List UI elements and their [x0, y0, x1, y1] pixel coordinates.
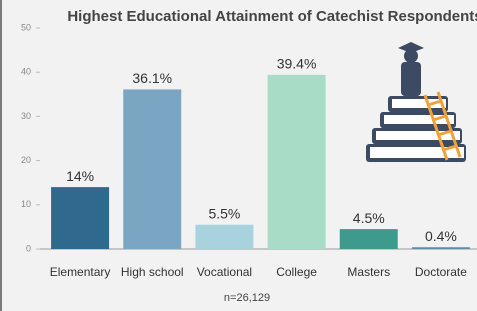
value-label: 5.5%: [208, 205, 240, 221]
bar: [51, 187, 109, 249]
value-label: 39.4%: [277, 56, 317, 72]
y-tick-label: 30: [21, 111, 31, 121]
annotation: n=26,129: [224, 292, 270, 304]
x-tick-label: Doctorate: [415, 265, 467, 279]
value-label: 0.4%: [425, 228, 457, 244]
y-tick-label: 40: [21, 67, 31, 77]
chart-title: Highest Educational Attainment of Catech…: [67, 8, 477, 25]
value-label: 4.5%: [353, 210, 385, 226]
bar: [340, 229, 398, 249]
bar: [268, 75, 326, 249]
y-tick-label: 10: [21, 199, 31, 209]
x-tick-label: Vocational: [197, 265, 252, 279]
y-tick-label: 50: [21, 22, 31, 32]
bar: [123, 89, 181, 249]
page: Highest Educational Attainment of Catech…: [0, 0, 477, 311]
x-tick-label: Masters: [347, 265, 390, 279]
y-tick-label: 20: [21, 155, 31, 165]
chart: Highest Educational Attainment of Catech…: [0, 0, 477, 311]
value-label: 36.1%: [132, 70, 172, 86]
x-tick-label: High school: [121, 265, 184, 279]
bar: [412, 247, 470, 249]
y-tick-label: 0: [26, 243, 31, 253]
x-tick-label: Elementary: [50, 265, 111, 279]
x-tick-label: College: [276, 265, 317, 279]
bar: [195, 225, 253, 249]
value-label: 14%: [66, 168, 94, 184]
